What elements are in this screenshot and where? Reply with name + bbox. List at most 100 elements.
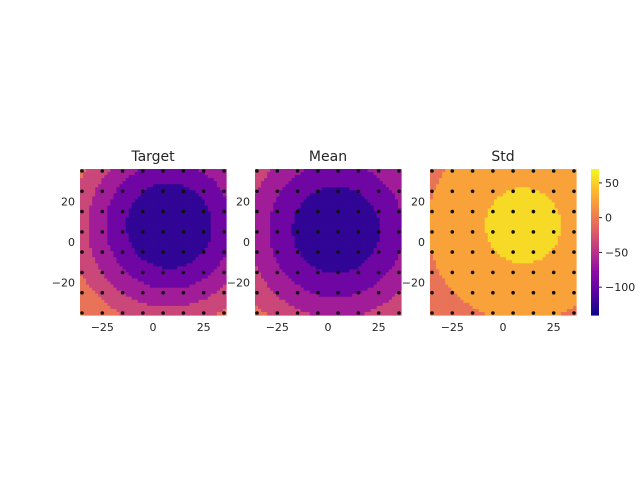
- heatmap-cell: [328, 184, 332, 188]
- heatmap-cell: [125, 205, 130, 210]
- heatmap-cell: [379, 196, 384, 201]
- heatmap-cell: [174, 278, 178, 283]
- heatmap-cell: [364, 172, 369, 176]
- heatmap-cell: [439, 272, 443, 277]
- heatmap-cell: [279, 211, 283, 216]
- heatmap-cell: [306, 208, 311, 213]
- heatmap-cell: [303, 290, 308, 295]
- heatmap-cell: [349, 175, 353, 179]
- heatmap-cell: [282, 296, 287, 301]
- heatmap-cell: [204, 232, 209, 237]
- heatmap-cell: [128, 269, 133, 274]
- heatmap-cell: [324, 257, 329, 261]
- heatmap-cell: [201, 275, 206, 280]
- heatmap-cell: [95, 242, 99, 246]
- heatmap-cell: [276, 175, 280, 179]
- heatmap-cell: [213, 202, 218, 207]
- heatmap-cell: [122, 290, 127, 295]
- heatmap-cell: [204, 257, 209, 261]
- heatmap-cell: [352, 263, 356, 267]
- heatmap-cell: [216, 266, 221, 270]
- heatmap-cell: [349, 311, 353, 316]
- heatmap-cell: [143, 181, 148, 185]
- heatmap-cell: [113, 202, 118, 207]
- heatmap-cell: [134, 235, 139, 240]
- heatmap-cell: [143, 266, 148, 270]
- heatmap-cell: [207, 172, 212, 176]
- heatmap-cell: [349, 202, 353, 207]
- heatmap-cell: [183, 184, 188, 188]
- heatmap-cell: [168, 226, 172, 231]
- heatmap-cell: [201, 178, 206, 182]
- heatmap-cell: [331, 245, 335, 249]
- heatmap-cell: [219, 205, 224, 210]
- heatmap-cell: [294, 266, 299, 270]
- heatmap-cell: [143, 269, 148, 274]
- heatmap-cell: [276, 305, 280, 310]
- heatmap-cell: [297, 187, 302, 191]
- heatmap-cell: [201, 248, 206, 252]
- heatmap-cell: [146, 235, 151, 240]
- heatmap-cell: [137, 248, 142, 252]
- heatmap-cell: [340, 205, 344, 210]
- heatmap-cell: [101, 178, 105, 182]
- heatmap-cell: [282, 269, 287, 274]
- heatmap-cell: [159, 184, 163, 188]
- heatmap-cell: [385, 260, 390, 264]
- heatmap-cell: [436, 305, 440, 310]
- heatmap-cell: [143, 172, 148, 176]
- heatmap-cell: [174, 260, 178, 264]
- heatmap-cell: [222, 242, 227, 246]
- heatmap-cell: [337, 305, 341, 310]
- heatmap-cell: [346, 211, 350, 216]
- heatmap-cell: [134, 220, 139, 225]
- heatmap-cell: [324, 217, 329, 222]
- heatmap-cell: [125, 190, 130, 194]
- heatmap-cell: [367, 196, 372, 201]
- heatmap-cell: [279, 293, 283, 298]
- heatmap-cell: [180, 287, 185, 292]
- heatmap-cell: [312, 187, 317, 191]
- heatmap-cell: [433, 232, 437, 237]
- heatmap-cell: [162, 245, 166, 249]
- heatmap-cell: [210, 214, 215, 219]
- heatmap-cell: [189, 169, 194, 173]
- heatmap-cell: [294, 235, 299, 240]
- heatmap-cell: [358, 284, 363, 289]
- heatmap-cell: [334, 266, 338, 270]
- heatmap-cell: [376, 284, 381, 289]
- heatmap-cell: [367, 205, 372, 210]
- heatmap-cell: [183, 242, 188, 246]
- heatmap-cell: [165, 305, 169, 310]
- heatmap-cell: [442, 251, 446, 255]
- heatmap-cell: [370, 305, 375, 310]
- heatmap-cell: [270, 217, 274, 222]
- heatmap-cell: [80, 248, 84, 252]
- heatmap-cell: [370, 275, 375, 280]
- heatmap-cell: [367, 269, 372, 274]
- heatmap-cell: [165, 211, 169, 216]
- heatmap-cell: [267, 287, 271, 292]
- heatmap-cell: [340, 248, 344, 252]
- heatmap-cell: [125, 272, 130, 277]
- heatmap-cell: [288, 199, 293, 204]
- heatmap-cell: [430, 205, 434, 210]
- heatmap-cell: [264, 226, 268, 231]
- heatmap-cell: [137, 175, 142, 179]
- heatmap-cell: [204, 287, 209, 292]
- heatmap-cell: [442, 293, 446, 298]
- heatmap-cell: [174, 302, 178, 307]
- heatmap-cell: [349, 263, 353, 267]
- heatmap-cell: [110, 172, 115, 176]
- heatmap-cell: [294, 172, 299, 176]
- heatmap-cell: [201, 172, 206, 176]
- heatmap-cell: [258, 281, 262, 286]
- heatmap-cell: [186, 175, 191, 179]
- heatmap-cell: [186, 254, 191, 258]
- heatmap-cell: [264, 287, 268, 292]
- heatmap-cell: [285, 242, 290, 246]
- heatmap-cell: [291, 263, 296, 267]
- heatmap-cell: [159, 296, 163, 301]
- heatmap-cell: [436, 190, 440, 194]
- heatmap-cell: [140, 242, 145, 246]
